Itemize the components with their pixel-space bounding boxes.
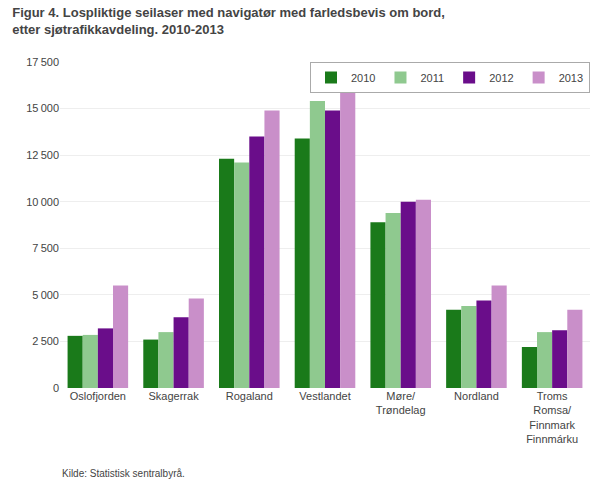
svg-text:0: 0	[53, 382, 59, 394]
svg-text:Skagerrak: Skagerrak	[148, 390, 199, 402]
svg-text:Kilde: Statistisk sentralbyrå.: Kilde: Statistisk sentralbyrå.	[62, 468, 185, 479]
svg-text:Vestlandet: Vestlandet	[299, 390, 350, 402]
svg-text:Oslofjorden: Oslofjorden	[70, 390, 126, 402]
svg-text:10 000: 10 000	[26, 196, 59, 208]
svg-text:15 000: 15 000	[26, 102, 59, 114]
svg-text:12 500: 12 500	[26, 149, 59, 161]
svg-text:5 000: 5 000	[32, 289, 59, 301]
svg-text:17 500: 17 500	[26, 56, 59, 68]
svg-text:7 500: 7 500	[32, 242, 59, 254]
svg-text:2013: 2013	[559, 72, 583, 84]
svg-text:Nordland: Nordland	[454, 390, 499, 402]
svg-text:Figur 4. Lospliktige seilaser: Figur 4. Lospliktige seilaser med naviga…	[12, 5, 445, 37]
svg-text:2010: 2010	[351, 72, 375, 84]
svg-text:Møre/Trøndelag: Møre/Trøndelag	[376, 390, 426, 416]
svg-text:Rogaland: Rogaland	[226, 390, 273, 402]
svg-text:2012: 2012	[489, 72, 513, 84]
svg-text:2 500: 2 500	[32, 335, 59, 347]
svg-text:2011: 2011	[420, 72, 444, 84]
svg-text:TromsRomsa/FinnmarkFinnmárku: TromsRomsa/FinnmarkFinnmárku	[526, 390, 578, 445]
